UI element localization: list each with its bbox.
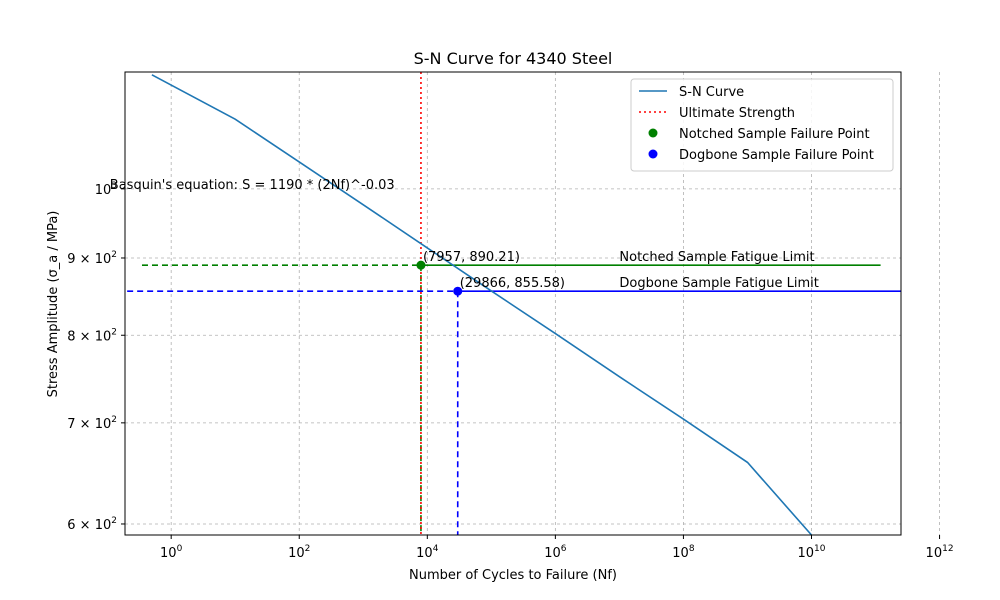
y-tick-label: 6 × 102 — [67, 516, 117, 533]
legend: S-N Curve Ultimate Strength Notched Sample… — [630, 78, 894, 172]
y-tick-label: 9 × 102 — [67, 250, 117, 267]
legend-label: Notched Sample Failure Point — [679, 127, 870, 142]
x-tick-label: 106 — [544, 544, 567, 561]
y-axis-label: Stress Amplitude (σ_a / MPa) — [46, 211, 61, 398]
x-tick-label: 1010 — [797, 544, 825, 561]
plot-area-frame — [124, 71, 902, 536]
y-tick-label: 103 — [95, 181, 117, 198]
y-tick-label: 7 × 102 — [67, 415, 117, 432]
legend-label: Dogbone Sample Failure Point — [679, 148, 874, 163]
grid — [125, 72, 940, 535]
series-layer: (7957, 890.21) Notched Sample Fatigue Lim… — [125, 72, 901, 535]
failure-point-marker — [453, 286, 463, 296]
ticks: 100 102 104 106 108 1010 1012 6 × 102 7 × 102 8 ×… — [67, 181, 953, 561]
legend-box — [630, 78, 894, 172]
legend-swatch-marker — [648, 128, 658, 138]
y-tick-label: 8 × 102 — [67, 327, 117, 344]
chart-title: S-N Curve for 4340 Steel — [414, 49, 613, 68]
x-tick-label: 1012 — [926, 544, 954, 561]
legend-swatch-marker — [648, 149, 658, 159]
failure-point-marker — [416, 260, 426, 270]
x-tick-label: 100 — [160, 544, 183, 561]
fatigue-limit-label: Dogbone Sample Fatigue Limit — [619, 276, 818, 291]
x-tick-label: 102 — [288, 544, 310, 561]
fatigue-limit-label: Notched Sample Fatigue Limit — [619, 250, 814, 265]
legend-label: Ultimate Strength — [679, 106, 795, 121]
failure-point-label: (29866, 855.58) — [460, 276, 565, 291]
failure-point-label: (7957, 890.21) — [423, 250, 520, 265]
plot-content — [125, 72, 901, 535]
x-axis-label: Number of Cycles to Failure (Nf) — [409, 568, 617, 583]
legend-label: S-N Curve — [679, 85, 744, 100]
basquin-equation-annotation: Basquin's equation: S = 1190 * (2Nf)^-0.… — [110, 178, 395, 193]
x-tick-label: 108 — [672, 544, 695, 561]
sn-curve-line — [151, 74, 813, 535]
x-tick-label: 104 — [416, 544, 439, 561]
